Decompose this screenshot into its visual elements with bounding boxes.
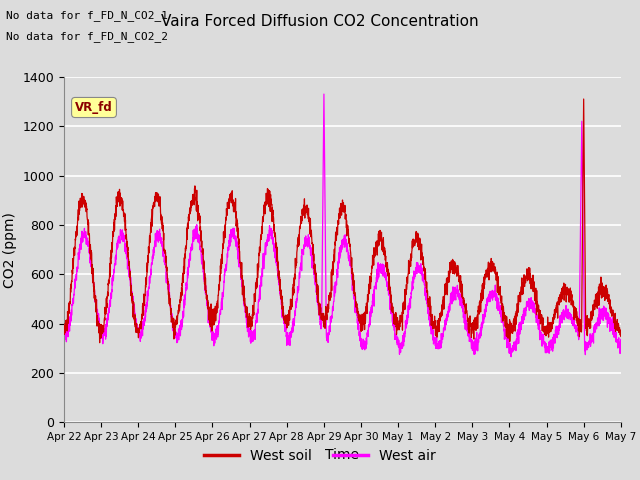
Text: Vaira Forced Diffusion CO2 Concentration: Vaira Forced Diffusion CO2 Concentration xyxy=(161,14,479,29)
Y-axis label: CO2 (ppm): CO2 (ppm) xyxy=(3,212,17,288)
Text: No data for f_FD_N_CO2_2: No data for f_FD_N_CO2_2 xyxy=(6,31,168,42)
Text: No data for f_FD_N_CO2_1: No data for f_FD_N_CO2_1 xyxy=(6,10,168,21)
Legend: West soil, West air: West soil, West air xyxy=(199,443,441,468)
X-axis label: Time: Time xyxy=(325,448,360,462)
Text: VR_fd: VR_fd xyxy=(75,101,113,114)
